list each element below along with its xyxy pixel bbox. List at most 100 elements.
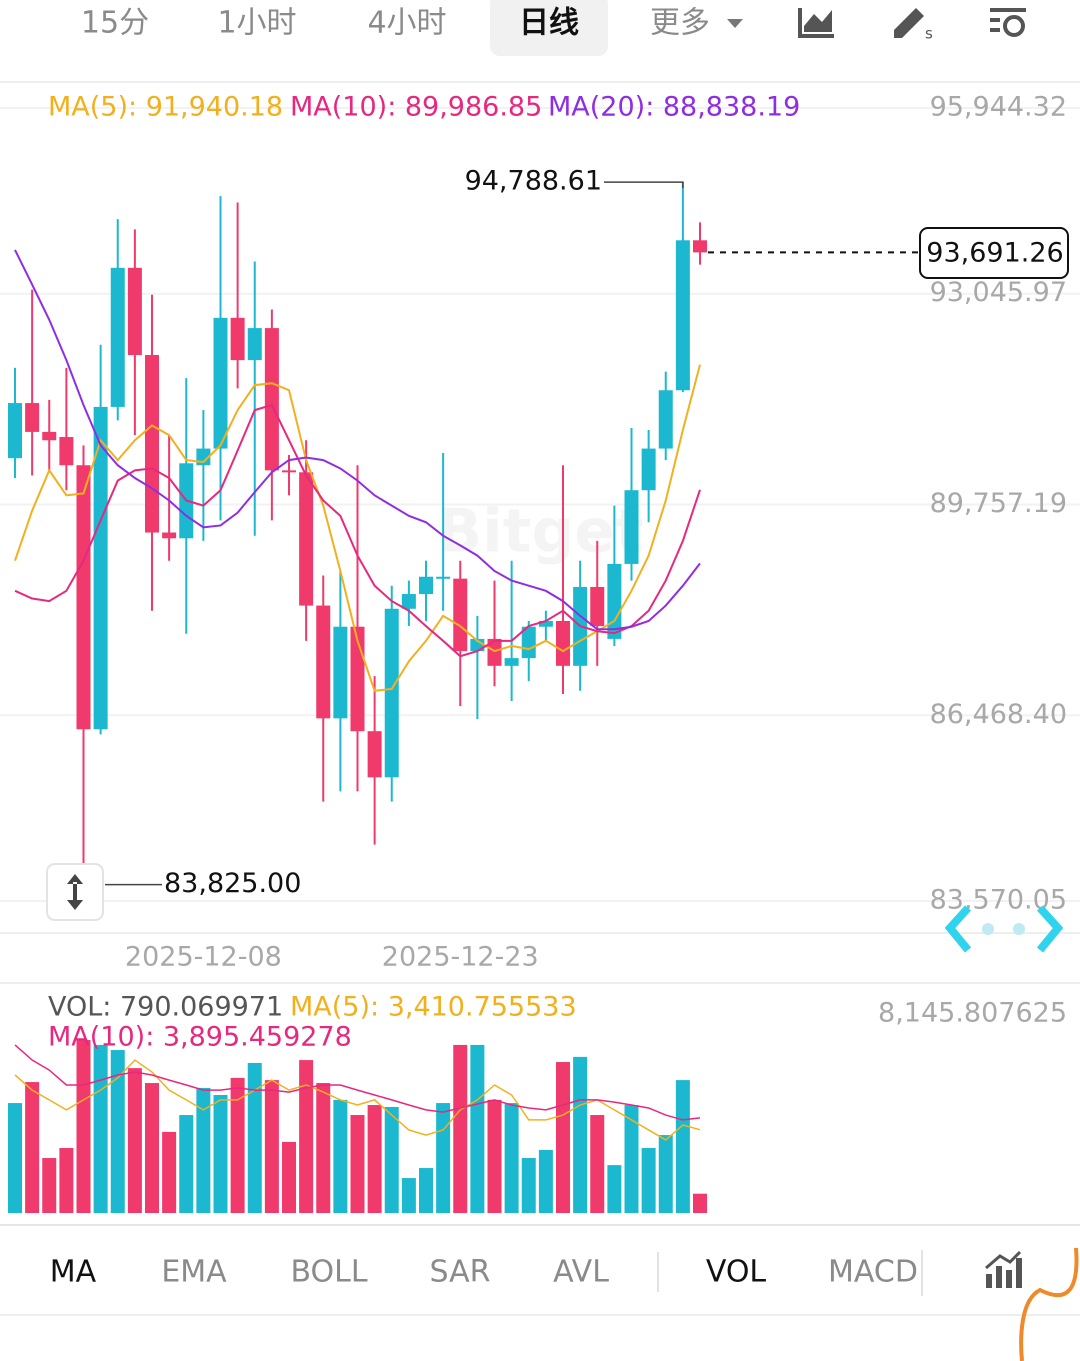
candle-body: [299, 472, 314, 606]
candle-body: [675, 240, 690, 391]
volume-bar: [93, 1044, 108, 1213]
candle-body: [162, 532, 177, 539]
volume-bar: [658, 1135, 673, 1213]
candle-body: [658, 390, 673, 449]
candle-body: [59, 437, 74, 466]
candle-body: [25, 403, 40, 432]
volume-bar: [179, 1115, 194, 1213]
candle-body: [624, 490, 639, 564]
candle-body: [8, 403, 22, 459]
indicator-tab[interactable]: AVL: [553, 1255, 609, 1290]
candle-body: [42, 431, 57, 441]
volume-bar: [247, 1063, 262, 1213]
legend-entry: MA(10): 3,895.459278: [48, 1022, 352, 1053]
candle-body: [436, 576, 451, 579]
volume-bar: [42, 1158, 57, 1213]
volume-bar: [401, 1178, 416, 1213]
indicator-tab-selected[interactable]: MA: [50, 1255, 97, 1290]
volume-bar: [196, 1087, 211, 1213]
candle-body: [145, 355, 159, 533]
candle-body: [110, 267, 125, 407]
candle-body: [247, 328, 262, 361]
volume-bar: [607, 1165, 622, 1213]
volume-bar: [230, 1077, 245, 1213]
dropdown-icon: [727, 19, 743, 28]
candle-body: [230, 317, 245, 361]
volume-bar: [624, 1105, 639, 1213]
volume-bar: [436, 1103, 451, 1213]
scroll-icon[interactable]: [944, 905, 1064, 953]
volume-bar: [282, 1141, 296, 1213]
candle-body: [504, 658, 519, 666]
volume-bar: [350, 1115, 365, 1213]
plot: 95,944.3293,045.9789,757.1986,468.4083,5…: [0, 92, 1080, 1213]
scale-toggle-icon: [67, 874, 83, 910]
y-tick-label: 95,944.32: [930, 92, 1067, 123]
indicator-settings-icon[interactable]: [985, 1250, 1022, 1288]
candle-body: [367, 731, 382, 778]
volume-bar: [213, 1095, 228, 1213]
high-leader: [604, 181, 684, 189]
tab[interactable]: 15分: [81, 6, 149, 41]
candle-body: [127, 267, 142, 356]
indicator-tab[interactable]: MACD: [828, 1255, 918, 1290]
indicator-tab[interactable]: EMA: [161, 1255, 227, 1290]
legend-entry: MA(10): 89,986.85: [290, 92, 542, 123]
candle-body: [641, 448, 656, 491]
draw-icon[interactable]: s: [894, 8, 933, 43]
scribble: [1019, 1247, 1079, 1361]
volume-bar: [675, 1080, 690, 1213]
legend-entry: MA(5): 3,410.755533: [290, 992, 577, 1023]
candle-body: [264, 328, 279, 471]
candle-body: [453, 578, 468, 652]
legend-entry: VOL: 790.069971: [48, 992, 283, 1023]
volume-bar: [333, 1099, 348, 1213]
volume-bar: [110, 1050, 125, 1213]
candle-body: [607, 563, 622, 639]
tab[interactable]: 更多: [650, 6, 710, 41]
tab-selected[interactable]: 日线: [519, 6, 579, 41]
candle-body: [384, 608, 399, 778]
volume-bar: [76, 1040, 91, 1213]
ma-line: [14, 249, 701, 631]
volume-bar: [127, 1068, 142, 1213]
candle-body: [333, 626, 348, 719]
settings-icon[interactable]: [990, 8, 1026, 37]
y-tick-label: 93,045.97: [930, 277, 1067, 308]
selected-tab-bg: [490, 0, 608, 56]
candle-body: [316, 605, 331, 719]
indicator-tab[interactable]: SAR: [430, 1255, 491, 1290]
volume-bar: [299, 1060, 314, 1213]
volume-ma-line: [14, 1059, 701, 1141]
x-tick-label: 2025-12-23: [382, 942, 539, 973]
indicator-tab-selected[interactable]: VOL: [706, 1255, 767, 1290]
candle-body: [538, 620, 553, 627]
x-tick-label: 2025-12-08: [125, 942, 282, 973]
candle-body: [590, 586, 605, 627]
volume-bar: [264, 1080, 279, 1213]
volume-bar: [453, 1044, 468, 1213]
candle-body: [487, 638, 502, 666]
volume-bar: [59, 1148, 74, 1213]
volume-bar: [8, 1103, 22, 1213]
volume-bar: [470, 1044, 485, 1213]
tab[interactable]: 1小时: [217, 6, 296, 41]
indicator-tab[interactable]: BOLL: [290, 1255, 367, 1290]
ma-line: [14, 364, 701, 692]
svg-text:s: s: [925, 25, 933, 43]
volume-bar: [693, 1193, 707, 1213]
volume-bar: [556, 1062, 570, 1213]
legend-entry: MA(20): 88,838.19: [548, 92, 800, 123]
volume-bar: [367, 1105, 382, 1213]
candle-body: [213, 317, 228, 449]
volume-bar: [419, 1168, 433, 1213]
y-tick-label: 8,145.807625: [878, 998, 1067, 1029]
volume-bar: [145, 1083, 159, 1213]
volume-bar: [521, 1158, 536, 1213]
volume-ma-line: [14, 1044, 701, 1121]
chart-type-icon[interactable]: [798, 8, 834, 38]
tab[interactable]: 4小时: [367, 6, 446, 41]
candle-body: [401, 594, 416, 609]
